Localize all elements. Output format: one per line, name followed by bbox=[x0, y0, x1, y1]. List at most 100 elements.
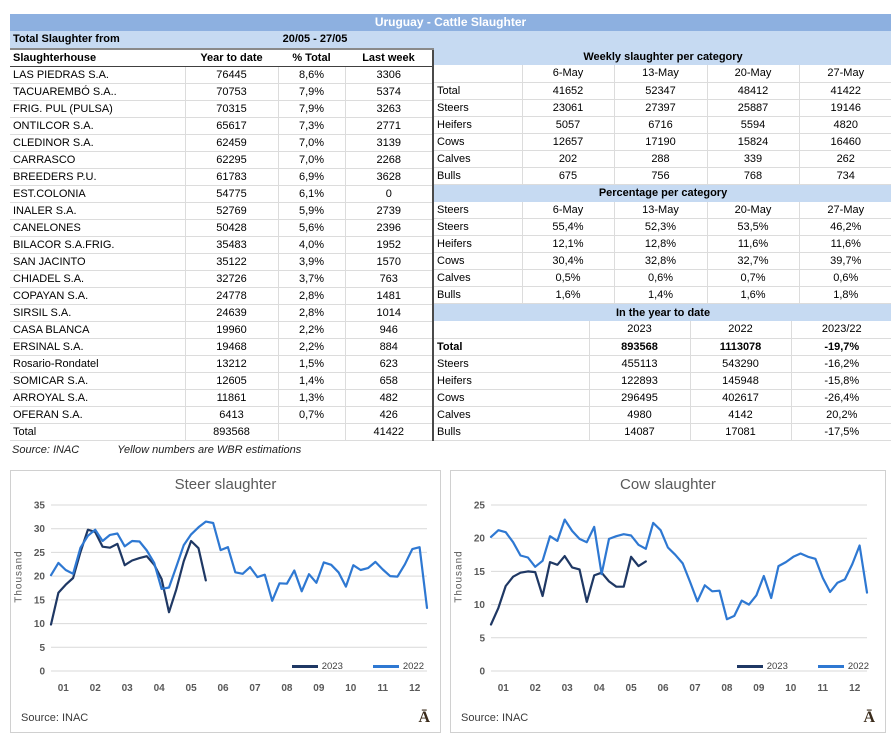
table-cell[interactable]: SAN JACINTO bbox=[10, 253, 185, 271]
table-cell[interactable]: 5,9% bbox=[277, 202, 345, 220]
table-cell[interactable]: 20-May bbox=[706, 201, 799, 219]
table-cell[interactable]: 7,9% bbox=[277, 83, 345, 101]
ytd-section-title[interactable]: In the year to date bbox=[434, 304, 891, 321]
table-cell[interactable]: 402617 bbox=[689, 389, 791, 407]
table-cell[interactable]: 53,5% bbox=[706, 218, 799, 236]
table-cell[interactable]: 0 bbox=[344, 185, 433, 203]
table-cell[interactable]: 1481 bbox=[344, 287, 433, 305]
table-cell[interactable]: 27397 bbox=[613, 99, 707, 117]
table-cell[interactable]: 8,6% bbox=[277, 66, 345, 84]
table-cell[interactable]: CLEDINOR S.A. bbox=[10, 134, 185, 152]
table-cell[interactable]: 5374 bbox=[344, 83, 433, 101]
table-cell[interactable]: 1,4% bbox=[613, 286, 707, 304]
table-cell[interactable]: Steers bbox=[434, 218, 522, 236]
table-cell[interactable]: TACUAREMBÓ S.A.. bbox=[10, 83, 185, 101]
table-cell[interactable]: 893568 bbox=[588, 338, 690, 356]
table-cell[interactable]: 19960 bbox=[184, 321, 278, 339]
table-cell[interactable]: ERSINAL S.A. bbox=[10, 338, 185, 356]
table-cell[interactable]: 768 bbox=[706, 167, 799, 185]
table-cell[interactable]: 39,7% bbox=[798, 252, 891, 270]
table-cell[interactable]: 70753 bbox=[184, 83, 278, 101]
table-cell[interactable]: 4980 bbox=[588, 406, 690, 424]
period-label[interactable]: Total Slaughter from bbox=[13, 33, 120, 45]
table-cell[interactable]: 6,9% bbox=[277, 168, 345, 186]
table-cell[interactable]: 35122 bbox=[184, 253, 278, 271]
table-cell[interactable]: CASA BLANCA bbox=[10, 321, 185, 339]
legend-item-2023[interactable]: 2023 bbox=[736, 661, 788, 672]
table-cell[interactable]: 202 bbox=[521, 150, 614, 168]
table-cell[interactable]: 24639 bbox=[184, 304, 278, 322]
table-cell[interactable]: 23061 bbox=[521, 99, 614, 117]
table-cell[interactable]: 3263 bbox=[344, 100, 433, 118]
legend-item-2022[interactable]: 2022 bbox=[817, 661, 869, 672]
table-cell[interactable]: Calves bbox=[434, 406, 589, 424]
table-cell[interactable]: Heifers bbox=[434, 372, 589, 390]
table-cell[interactable]: 0,6% bbox=[798, 269, 891, 287]
col-header-last-week[interactable]: Last week bbox=[345, 48, 433, 67]
legend-item-2022[interactable]: 2022 bbox=[372, 661, 424, 672]
table-cell[interactable]: 1,8% bbox=[798, 286, 891, 304]
table-cell[interactable]: 3139 bbox=[344, 134, 433, 152]
table-cell[interactable]: 426 bbox=[344, 406, 433, 424]
percentage-section-title[interactable]: Percentage per category bbox=[434, 184, 891, 202]
table-cell[interactable]: 11,6% bbox=[798, 235, 891, 253]
report-title[interactable]: Uruguay - Cattle Slaughter bbox=[10, 14, 891, 31]
table-cell[interactable]: 13212 bbox=[184, 355, 278, 373]
table-cell[interactable]: 2022 bbox=[689, 321, 791, 339]
table-cell[interactable]: 1,6% bbox=[521, 286, 614, 304]
weekly-section-title[interactable]: Weekly slaughter per category bbox=[434, 48, 891, 65]
table-cell[interactable]: BREEDERS P.U. bbox=[10, 168, 185, 186]
table-cell[interactable]: 2771 bbox=[344, 117, 433, 135]
table-cell[interactable]: 658 bbox=[344, 372, 433, 390]
table-cell[interactable]: 50428 bbox=[184, 219, 278, 237]
table-cell[interactable]: 0,5% bbox=[521, 269, 614, 287]
table-cell[interactable]: Calves bbox=[434, 150, 522, 168]
table-cell[interactable]: SIRSIL S.A. bbox=[10, 304, 185, 322]
table-cell[interactable]: 455113 bbox=[588, 355, 690, 373]
table-cell[interactable]: Cows bbox=[434, 389, 589, 407]
table-cell[interactable]: 62459 bbox=[184, 134, 278, 152]
table-cell[interactable]: 756 bbox=[613, 167, 707, 185]
table-cell[interactable]: 61783 bbox=[184, 168, 278, 186]
table-cell[interactable]: 20,2% bbox=[790, 406, 891, 424]
table-cell[interactable]: Rosario-Rondatel bbox=[10, 355, 185, 373]
table-cell[interactable]: 3,7% bbox=[277, 270, 345, 288]
table-cell[interactable]: 0,6% bbox=[613, 269, 707, 287]
table-cell[interactable]: 2023/22 bbox=[790, 321, 891, 339]
table-cell[interactable]: 339 bbox=[706, 150, 799, 168]
table-cell[interactable]: Cows bbox=[434, 133, 522, 151]
table-cell[interactable]: 1952 bbox=[344, 236, 433, 254]
table-cell[interactable]: 6413 bbox=[184, 406, 278, 424]
table-cell[interactable]: 19146 bbox=[798, 99, 891, 117]
table-cell[interactable]: 4142 bbox=[689, 406, 791, 424]
table-cell[interactable] bbox=[434, 65, 522, 83]
table-cell[interactable]: 13-May bbox=[613, 201, 707, 219]
table-cell[interactable]: 14087 bbox=[588, 423, 690, 441]
table-cell[interactable]: 11861 bbox=[184, 389, 278, 407]
table-cell[interactable]: COPAYAN S.A. bbox=[10, 287, 185, 305]
col-header-pct-total[interactable]: % Total bbox=[278, 48, 345, 67]
table-cell[interactable]: 4,0% bbox=[277, 236, 345, 254]
table-cell[interactable]: 7,0% bbox=[277, 151, 345, 169]
cow-slaughter-chart[interactable]: Cow slaughter Thousand 0 5 10 15 20 25 01 02 03 0… bbox=[450, 470, 886, 733]
table-cell[interactable]: FRIG. PUL (PULSA) bbox=[10, 100, 185, 118]
table-cell[interactable]: 12605 bbox=[184, 372, 278, 390]
table-cell[interactable]: 13-May bbox=[613, 65, 707, 83]
table-cell[interactable]: 7,0% bbox=[277, 134, 345, 152]
table-cell[interactable]: 20-May bbox=[706, 65, 799, 83]
table-cell[interactable]: 25887 bbox=[706, 99, 799, 117]
table-cell[interactable]: 2,2% bbox=[277, 338, 345, 356]
table-cell[interactable]: 46,2% bbox=[798, 218, 891, 236]
legend-item-2023[interactable]: 2023 bbox=[291, 661, 343, 672]
table-cell[interactable]: Bulls bbox=[434, 286, 522, 304]
table-cell[interactable]: Bulls bbox=[434, 167, 522, 185]
table-cell[interactable]: 623 bbox=[344, 355, 433, 373]
table-cell[interactable]: 62295 bbox=[184, 151, 278, 169]
table-cell[interactable]: 3628 bbox=[344, 168, 433, 186]
table-cell[interactable]: 6,1% bbox=[277, 185, 345, 203]
table-cell[interactable]: Total bbox=[434, 338, 589, 356]
table-cell[interactable]: 6716 bbox=[613, 116, 707, 134]
table-cell[interactable]: BILACOR S.A.FRIG. bbox=[10, 236, 185, 254]
table-cell[interactable]: 24778 bbox=[184, 287, 278, 305]
